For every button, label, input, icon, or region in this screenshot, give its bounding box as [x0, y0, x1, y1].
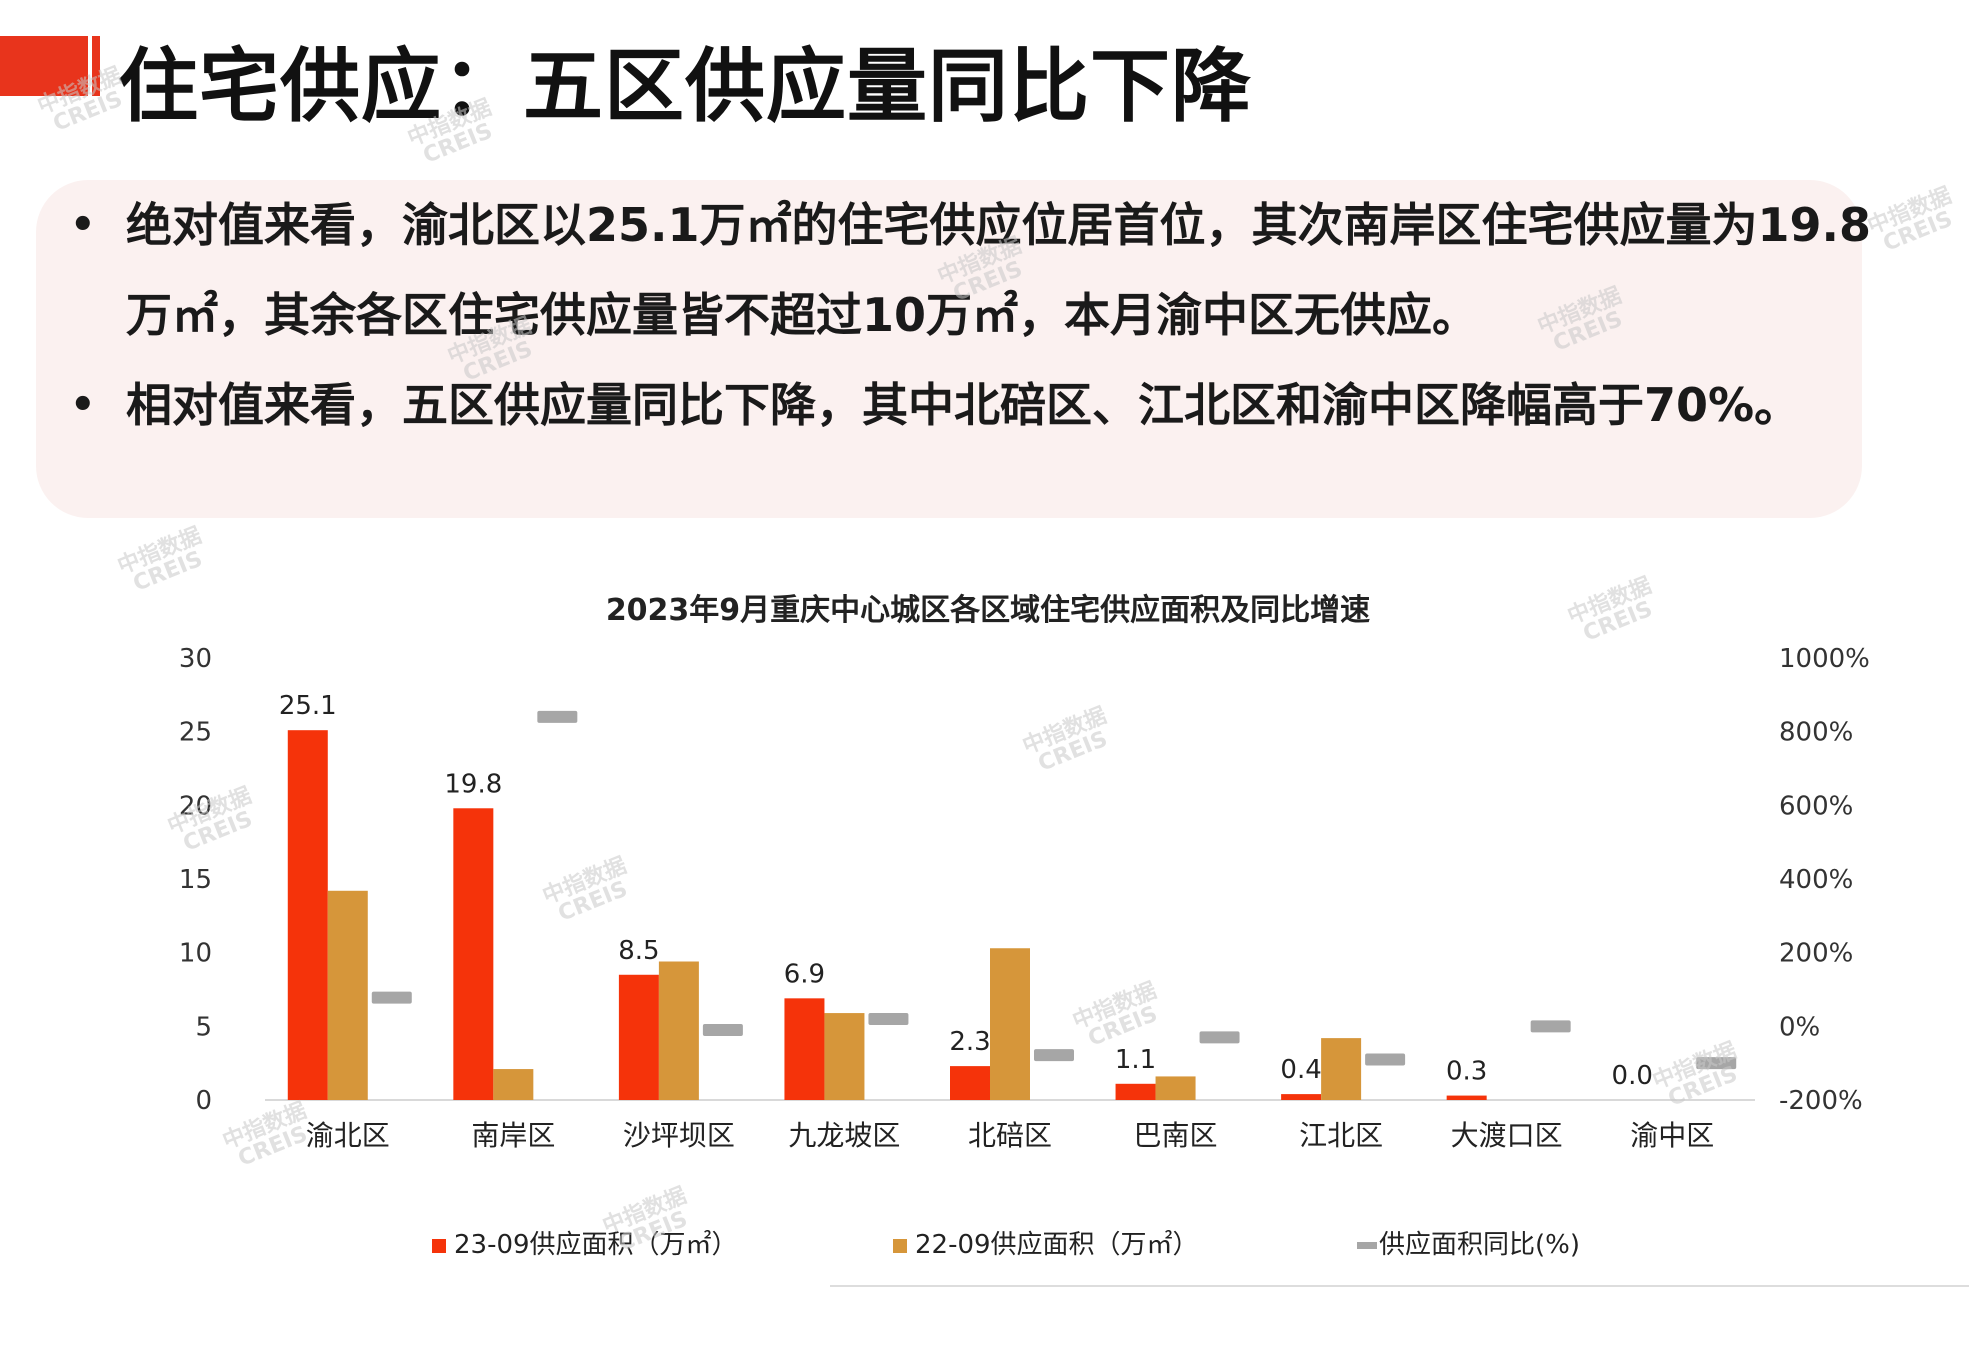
bar-23-09: [1446, 1095, 1487, 1100]
y-left-tick-label: 15: [179, 865, 212, 895]
legend-swatch: [1357, 1242, 1377, 1249]
yoy-marker: [1365, 1053, 1406, 1066]
yoy-marker: [868, 1012, 909, 1025]
bar-data-label: 6.9: [784, 959, 825, 989]
y-left-tick-label: 30: [179, 644, 212, 674]
bar-22-09: [658, 961, 699, 1100]
bar-23-09: [784, 998, 825, 1100]
y-left-tick-label: 20: [179, 791, 212, 821]
bar-22-09: [493, 1069, 534, 1100]
y-right-tick-label: 400%: [1779, 865, 1853, 895]
bar-23-09: [1115, 1083, 1156, 1100]
y-right-tick-label: 0%: [1779, 1012, 1820, 1042]
yoy-marker: [1696, 1057, 1737, 1070]
category-label: 南岸区: [471, 1119, 555, 1152]
y-left-tick-label: 5: [195, 1012, 212, 1042]
bar-22-09: [327, 890, 368, 1100]
category-label: 北碚区: [968, 1119, 1052, 1152]
yoy-marker: [1199, 1031, 1240, 1044]
chart-title: 2023年9月重庆中心城区各区域住宅供应面积及同比增速: [606, 593, 1370, 628]
bar-23-09: [618, 974, 659, 1100]
yoy-marker: [371, 991, 412, 1004]
y-left-tick-label: 0: [195, 1086, 212, 1116]
yoy-marker: [1530, 1020, 1571, 1033]
bullet-dot: •: [70, 382, 96, 428]
y-right-tick-label: 800%: [1779, 718, 1853, 748]
legend-label: 供应面积同比(%): [1379, 1230, 1580, 1260]
y-right-tick-label: 600%: [1779, 791, 1853, 821]
category-label: 江北区: [1299, 1119, 1383, 1152]
category-label: 巴南区: [1134, 1119, 1218, 1152]
title-accent-bar: [0, 36, 88, 96]
category-label: 九龙坡区: [788, 1119, 900, 1152]
category-label: 渝中区: [1630, 1119, 1714, 1152]
legend-swatch: [893, 1239, 907, 1253]
legend-label: 23-09供应面积（万㎡）: [454, 1230, 738, 1260]
y-left-tick-label: 25: [179, 718, 212, 748]
bar-23-09: [453, 808, 494, 1100]
y-right-tick-label: 1000%: [1779, 644, 1870, 674]
bar-23-09: [287, 730, 328, 1100]
bar-data-label: 0.0: [1612, 1061, 1653, 1091]
bar-data-label: 25.1: [279, 691, 337, 721]
bullet-text-2: 相对值来看，五区供应量同比下降，其中北碚区、江北区和渝中区降幅高于70%。: [126, 378, 1801, 432]
legend-swatch: [432, 1239, 446, 1253]
y-right-tick-label: -200%: [1779, 1086, 1863, 1116]
category-label: 沙坪坝区: [623, 1119, 735, 1152]
bullet-text-1: 绝对值来看，渝北区以25.1万㎡的住宅供应位居首位，其次南岸区住宅供应量为19.…: [126, 198, 1871, 342]
category-label: 渝北区: [306, 1119, 390, 1152]
bar-23-09: [1281, 1094, 1322, 1100]
summary-box: [36, 180, 1862, 518]
y-left-tick-label: 10: [179, 939, 212, 969]
bar-data-label: 1.1: [1115, 1045, 1156, 1075]
bar-22-09: [990, 948, 1030, 1100]
legend-label: 22-09供应面积（万㎡）: [915, 1230, 1199, 1260]
bar-22-09: [824, 1013, 865, 1100]
category-label: 大渡口区: [1451, 1119, 1563, 1152]
bar-22-09: [1155, 1076, 1196, 1100]
page-title: 住宅供应：五区供应量同比下降: [118, 40, 1252, 133]
yoy-marker: [537, 710, 578, 723]
y-right-tick-label: 200%: [1779, 939, 1853, 969]
bar-data-label: 0.4: [1280, 1055, 1321, 1085]
bar-22-09: [1321, 1038, 1362, 1100]
bar-data-label: 0.3: [1446, 1057, 1487, 1087]
bar-data-label: 8.5: [618, 936, 659, 966]
yoy-marker: [702, 1024, 743, 1037]
bullet-dot: •: [70, 202, 96, 248]
bar-data-label: 2.3: [949, 1027, 990, 1057]
bar-data-label: 19.8: [444, 769, 502, 799]
bar-23-09: [950, 1066, 990, 1100]
title-accent-bar-thin: [92, 36, 100, 96]
yoy-marker: [1034, 1049, 1074, 1062]
